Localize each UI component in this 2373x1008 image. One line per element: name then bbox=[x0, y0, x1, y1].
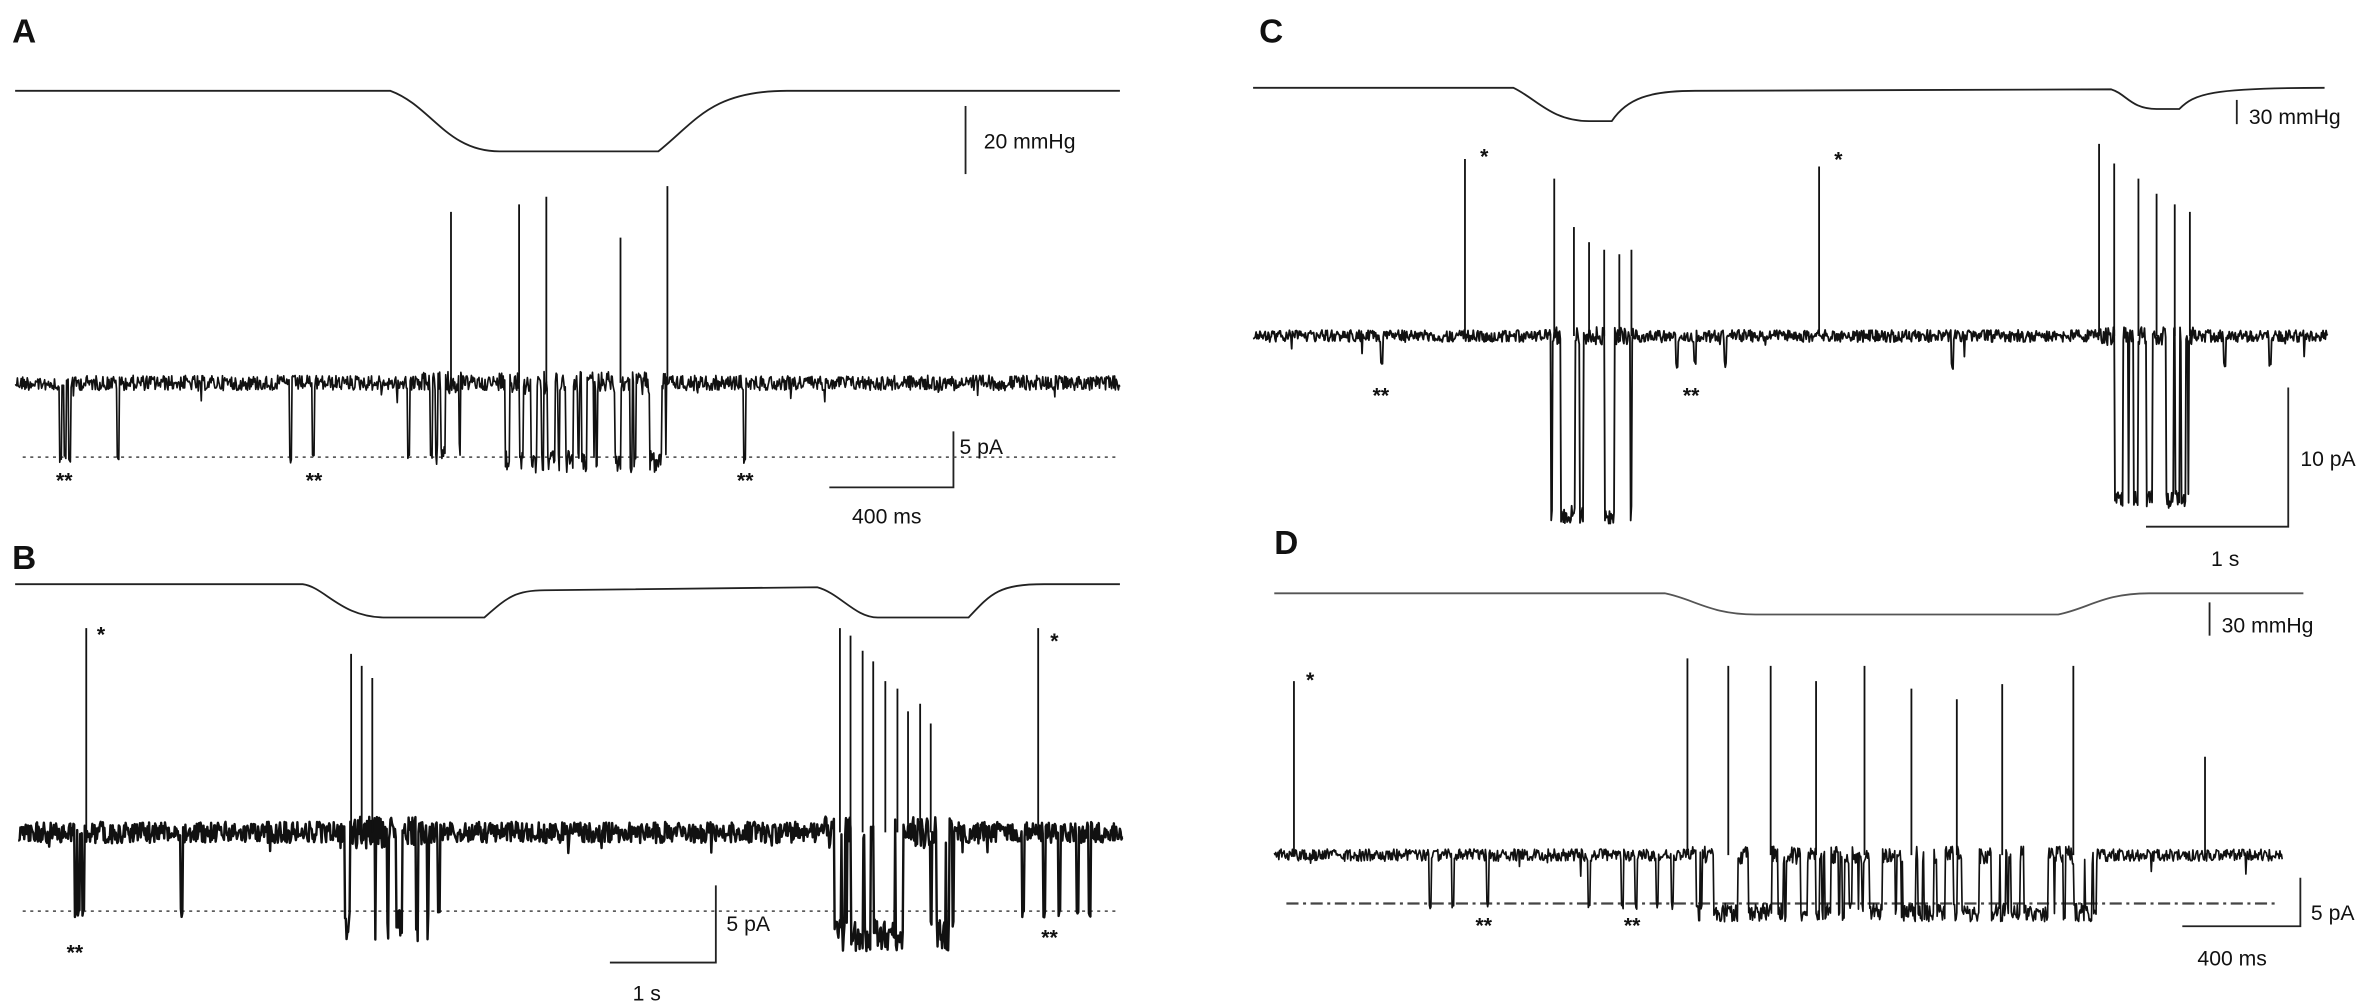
scale-label: 400 ms bbox=[852, 506, 921, 529]
event-marker: ** bbox=[1624, 914, 1641, 937]
event-marker: * bbox=[1306, 669, 1315, 692]
scale-bar bbox=[609, 885, 717, 964]
current-trace bbox=[17, 815, 1124, 953]
scale-bar bbox=[2182, 877, 2302, 928]
scale-label: 5 pA bbox=[959, 436, 1003, 459]
scale-label: 1 s bbox=[633, 982, 661, 1005]
event-marker: ** bbox=[56, 469, 73, 492]
scale-label: 5 pA bbox=[2311, 902, 2355, 925]
event-marker: * bbox=[1834, 149, 1843, 172]
event-marker: ** bbox=[306, 469, 323, 492]
current-trace bbox=[1252, 326, 2329, 525]
event-marker: ** bbox=[1041, 926, 1058, 949]
event-marker: ** bbox=[1476, 914, 1493, 937]
pressure-trace bbox=[15, 583, 1120, 619]
pressure-trace bbox=[1253, 86, 2325, 123]
scale-bar bbox=[2145, 387, 2290, 528]
panel-label: A bbox=[12, 13, 36, 50]
current-trace bbox=[1273, 845, 2284, 923]
event-marker: * bbox=[1050, 630, 1059, 653]
event-marker: * bbox=[1480, 145, 1489, 168]
current-trace bbox=[14, 370, 1121, 474]
event-marker: * bbox=[97, 624, 106, 647]
pressure-trace bbox=[1274, 592, 2304, 616]
scale-label: 30 mmHg bbox=[2249, 106, 2341, 129]
pressure-trace bbox=[15, 89, 1120, 153]
event-marker: ** bbox=[1683, 385, 1700, 408]
event-marker: ** bbox=[67, 942, 84, 965]
scale-label: 30 mmHg bbox=[2222, 615, 2314, 638]
scale-label: 20 mmHg bbox=[984, 130, 1076, 153]
scale-label: 10 pA bbox=[2300, 448, 2356, 471]
event-marker: ** bbox=[737, 469, 754, 492]
scale-bar bbox=[829, 431, 955, 489]
scale-label: 1 s bbox=[2211, 548, 2239, 571]
scale-label: 400 ms bbox=[2197, 948, 2266, 971]
event-marker: ** bbox=[1373, 385, 1390, 408]
scale-label: 5 pA bbox=[726, 913, 770, 936]
panel-label: B bbox=[12, 540, 36, 577]
panel-label: C bbox=[1259, 13, 1283, 50]
panel-label: D bbox=[1274, 525, 1298, 562]
